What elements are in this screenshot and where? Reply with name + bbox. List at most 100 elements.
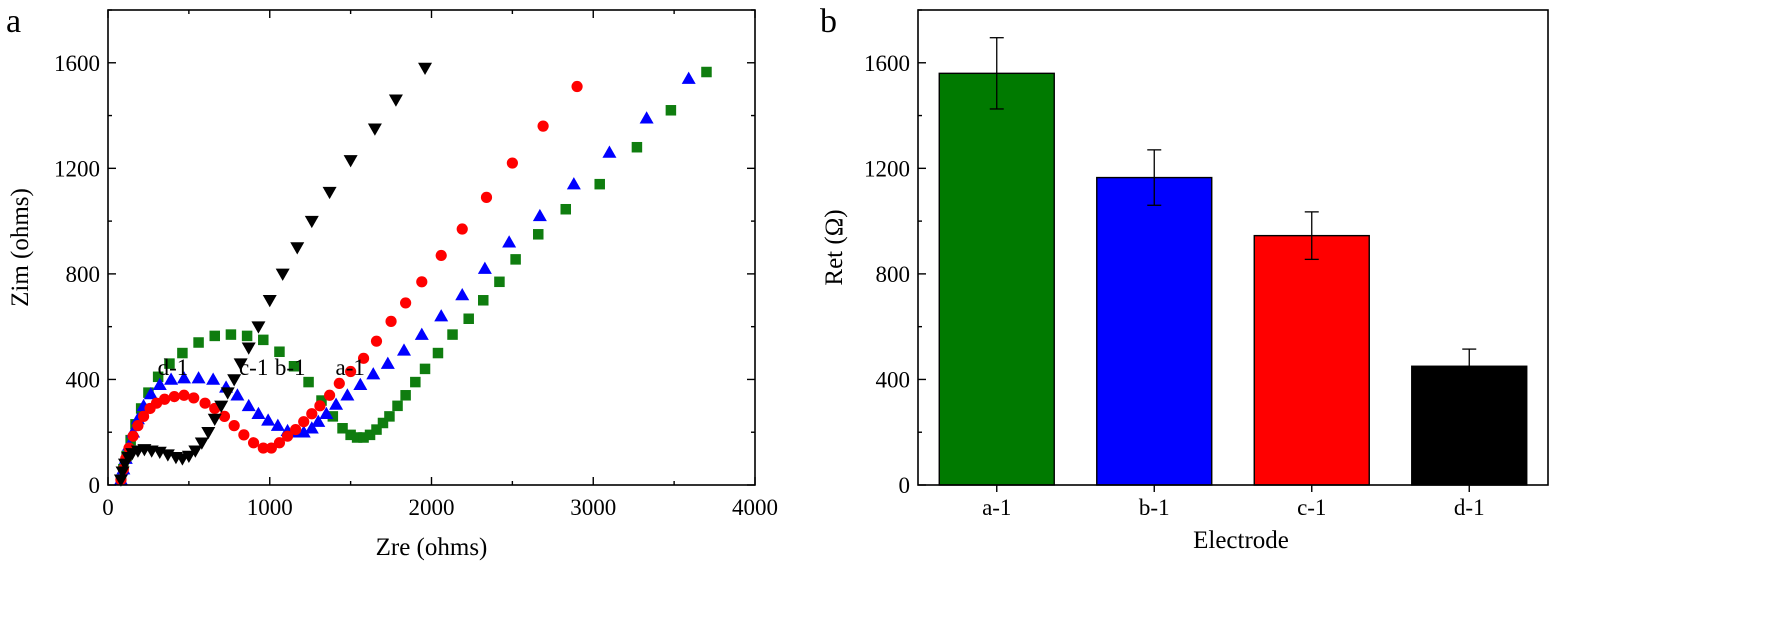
data-point bbox=[188, 392, 200, 404]
data-point bbox=[228, 420, 240, 432]
bar-b-1 bbox=[1096, 176, 1213, 486]
x-tick-label-d-1: d-1 bbox=[1454, 495, 1485, 520]
data-point bbox=[306, 408, 318, 420]
panel-b-axes: 0 400 800 1200 1600 a-1 b-1 c-1 d-1 bbox=[864, 9, 1549, 520]
panel-a-axes: 0 1000 2000 3000 4000 0 400 800 1200 1600 bbox=[54, 9, 778, 520]
data-point bbox=[168, 390, 180, 403]
data-point bbox=[218, 410, 231, 422]
data-point bbox=[314, 400, 326, 412]
data-point bbox=[397, 343, 412, 356]
series-a-1 bbox=[115, 66, 712, 485]
data-point bbox=[257, 442, 269, 454]
data-point bbox=[463, 313, 474, 324]
panel-a-series-labels: d-1 c-1 b-1 a-1 bbox=[158, 355, 365, 380]
data-point bbox=[323, 389, 336, 401]
x-tick-label-c-1: c-1 bbox=[1297, 495, 1326, 520]
data-point bbox=[319, 406, 334, 419]
data-point bbox=[602, 145, 617, 158]
x-tick-label: 2000 bbox=[409, 495, 455, 520]
bar-c-1 bbox=[1253, 234, 1370, 486]
data-point bbox=[478, 295, 489, 306]
data-point bbox=[207, 413, 222, 427]
data-point bbox=[152, 377, 167, 390]
data-point bbox=[152, 371, 164, 383]
data-point bbox=[416, 276, 428, 288]
series-c-1 bbox=[115, 80, 583, 486]
data-point bbox=[290, 423, 302, 436]
data-point bbox=[414, 327, 429, 340]
y-tick-label: 0 bbox=[899, 473, 911, 498]
data-point bbox=[227, 374, 242, 387]
data-point bbox=[380, 356, 395, 369]
data-point bbox=[537, 120, 549, 132]
data-point bbox=[247, 437, 260, 449]
x-tick-label: 4000 bbox=[732, 495, 778, 520]
y-tick-label: 1600 bbox=[864, 51, 910, 76]
panel-a-x-axis-title: Zre (ohms) bbox=[376, 534, 488, 561]
data-point bbox=[251, 406, 266, 419]
data-point bbox=[241, 342, 256, 355]
data-point bbox=[494, 276, 505, 288]
data-point bbox=[532, 208, 547, 222]
data-point bbox=[274, 346, 285, 357]
data-point bbox=[275, 268, 290, 281]
data-point bbox=[400, 390, 411, 401]
data-point bbox=[262, 295, 277, 308]
data-point bbox=[333, 377, 345, 390]
data-point bbox=[364, 429, 376, 441]
data-point bbox=[178, 389, 190, 401]
data-point bbox=[298, 416, 310, 428]
data-point bbox=[193, 337, 204, 348]
data-point bbox=[220, 387, 235, 400]
data-point bbox=[594, 178, 605, 190]
data-point bbox=[384, 411, 395, 422]
data-point bbox=[209, 330, 221, 342]
data-point bbox=[115, 466, 130, 479]
y-tick-label: 1600 bbox=[54, 51, 100, 76]
y-tick-label: 800 bbox=[876, 262, 911, 287]
data-point bbox=[113, 474, 128, 487]
panel-b-bars-group bbox=[938, 37, 1528, 486]
data-point bbox=[345, 365, 357, 378]
data-point bbox=[164, 372, 179, 385]
data-point bbox=[241, 398, 256, 412]
x-tick-label: 1000 bbox=[247, 495, 293, 520]
data-point bbox=[392, 400, 403, 412]
data-point bbox=[631, 141, 643, 153]
data-point bbox=[265, 442, 277, 454]
data-point bbox=[410, 376, 421, 388]
data-point bbox=[191, 371, 206, 384]
data-point bbox=[353, 377, 368, 390]
y-tick-label: 0 bbox=[89, 473, 101, 498]
data-point bbox=[230, 388, 245, 401]
data-point bbox=[132, 420, 144, 432]
data-point bbox=[327, 411, 339, 422]
series-d-1 bbox=[113, 62, 433, 487]
y-tick-label: 800 bbox=[66, 262, 101, 287]
data-point bbox=[206, 372, 221, 385]
data-point bbox=[343, 155, 358, 168]
panel-a-y-axis-title: Zim (ohms) bbox=[7, 188, 34, 307]
data-point bbox=[181, 450, 196, 463]
data-point bbox=[290, 242, 305, 255]
data-point bbox=[225, 329, 237, 340]
data-point bbox=[159, 393, 171, 405]
data-point bbox=[455, 288, 470, 301]
data-point bbox=[419, 363, 431, 375]
panel-a-frame bbox=[107, 9, 756, 486]
data-point bbox=[358, 432, 369, 443]
panel-a-series-group bbox=[113, 62, 712, 487]
data-point bbox=[367, 123, 382, 136]
data-point bbox=[432, 347, 444, 359]
data-point bbox=[370, 335, 383, 347]
data-point bbox=[566, 177, 581, 190]
data-point bbox=[477, 261, 492, 274]
data-point bbox=[311, 414, 326, 427]
y-tick-label: 400 bbox=[66, 367, 101, 392]
data-point bbox=[571, 80, 583, 93]
panel-a-scatter-chart: a 0 1000 2000 3000 4000 0 400 800 1200 1600 Zre (… bbox=[6, 3, 778, 561]
data-point bbox=[261, 413, 276, 426]
data-point bbox=[270, 418, 285, 431]
data-point bbox=[400, 297, 412, 309]
